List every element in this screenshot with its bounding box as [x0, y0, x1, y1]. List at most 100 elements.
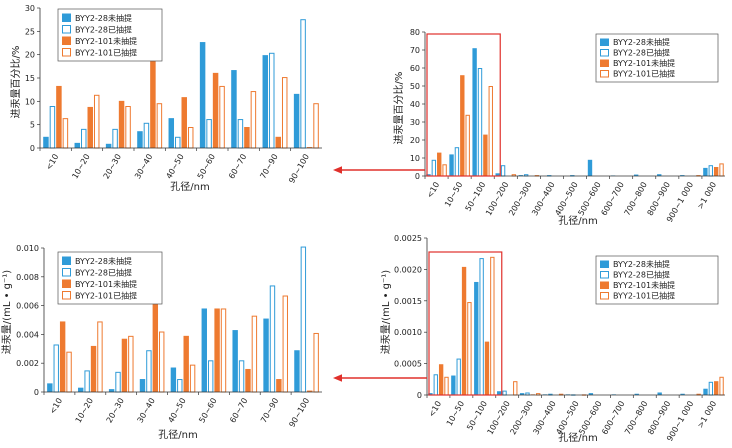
bar — [97, 321, 103, 393]
y-tick-label: 0.010 — [16, 244, 39, 253]
bar — [495, 173, 500, 176]
legend-box — [595, 33, 719, 83]
bar — [93, 94, 100, 149]
bar — [212, 72, 219, 148]
bar — [275, 136, 281, 148]
y-axis-label: 进汞量/(mL • g⁻¹) — [1, 270, 13, 354]
highlight-box — [428, 251, 503, 396]
legend-label: BYY2-28已抽提 — [75, 25, 132, 35]
bar — [199, 42, 206, 148]
bar — [703, 167, 708, 176]
bar — [245, 368, 251, 392]
x-tick-label: 30~40 — [136, 397, 157, 425]
chart-3: <10 10~20 20~30 30~40 40~50 50~60 60~70 70~90 90… — [1, 244, 322, 441]
legend-marker — [600, 260, 609, 268]
bar — [108, 389, 115, 392]
bar — [467, 302, 472, 396]
x-tick-label: 40~50 — [164, 153, 185, 181]
y-tick-label: 80 — [410, 28, 420, 37]
bar — [513, 381, 518, 396]
y-tick-label: 5 — [30, 121, 35, 130]
x-axis-label: 孔径/nm — [558, 431, 597, 444]
bar — [657, 174, 662, 176]
y-tick-label: 40 — [410, 100, 420, 109]
legend-box — [595, 255, 719, 305]
legend-marker — [62, 279, 71, 288]
bar — [74, 142, 81, 148]
legend-label: BYY2-28未抽提 — [613, 259, 670, 269]
legend-box — [57, 8, 163, 62]
y-tick-label: 0 — [417, 391, 422, 400]
bar — [708, 165, 713, 177]
bar — [708, 381, 714, 396]
bar — [66, 351, 72, 393]
bar — [137, 131, 143, 148]
legend-label: BYY2-101已抽提 — [613, 291, 675, 301]
x-tick-label: 50~100 — [465, 400, 489, 432]
bar — [518, 175, 523, 176]
bar — [49, 106, 56, 149]
bar — [497, 391, 502, 395]
y-tick-label: 0.004 — [16, 330, 39, 339]
legend-label: BYY2-28已抽提 — [613, 270, 670, 280]
bar — [437, 152, 442, 176]
chart-1: <10 10~20 20~30 30~40 40~50 50~60 60~70 70~90 90… — [10, 4, 322, 193]
x-tick-label: 100~200 — [484, 181, 510, 218]
y-tick-label: 20 — [410, 136, 420, 145]
bar — [237, 119, 244, 149]
chart-4: <10 10~50 50~100100~200200~300300~400400~5… — [380, 234, 725, 444]
y-tick-label: 60 — [410, 64, 420, 73]
x-tick-label: <10 — [425, 181, 441, 200]
y-tick-label: 70 — [410, 46, 420, 55]
bar — [634, 393, 639, 395]
bar — [502, 390, 507, 396]
legend: BYY2-28未抽提BYY2-28已抽提BYY2-101未抽提BYY2-101已… — [595, 33, 719, 83]
y-tick-label: 0.006 — [16, 302, 39, 311]
y-tick-label: 0.0020 — [394, 265, 422, 274]
x-axis-label: 孔径/nm — [558, 214, 597, 227]
x-tick-label: 500~600 — [576, 181, 602, 218]
x-tick-label: 30~40 — [133, 153, 154, 181]
red-arrow — [333, 166, 425, 174]
x-tick-label: 600~700 — [599, 181, 625, 218]
highlight-box — [426, 33, 501, 177]
y-tick-label: 0.0005 — [394, 360, 422, 369]
x-tick-label: <10 — [48, 397, 64, 416]
legend-marker — [600, 49, 609, 57]
bar — [90, 345, 97, 392]
legend-marker — [600, 292, 609, 300]
x-tick-label: <10 — [427, 400, 443, 419]
legend-marker — [600, 271, 609, 279]
x-tick-label: 10~20 — [74, 397, 95, 425]
bar — [484, 341, 490, 395]
bar — [43, 136, 49, 148]
y-tick-label: 0 — [415, 172, 420, 181]
bar — [294, 350, 300, 392]
bar — [282, 295, 288, 393]
legend: BYY2-28未抽提BYY2-28已抽提BYY2-101未抽提BYY2-101已… — [57, 8, 163, 62]
bar — [206, 119, 212, 149]
bar — [220, 308, 227, 393]
bar — [479, 258, 484, 396]
bar — [53, 344, 59, 393]
y-tick-label: 25 — [25, 27, 35, 36]
x-tick-label: 50~60 — [197, 397, 218, 425]
legend-label: BYY2-101已抽提 — [613, 69, 675, 79]
bar — [231, 70, 237, 148]
bar — [426, 174, 431, 176]
bar — [587, 159, 593, 176]
x-tick-label: 200~300 — [507, 181, 533, 218]
bar — [313, 332, 319, 393]
bar — [313, 103, 319, 149]
legend-label: BYY2-101未抽提 — [613, 280, 675, 290]
bar — [519, 393, 525, 395]
bar — [588, 393, 594, 395]
x-tick-label: 40~50 — [166, 397, 187, 425]
bar — [207, 360, 214, 393]
bar — [159, 331, 165, 393]
legend-label: BYY2-101已抽提 — [75, 291, 137, 301]
bar — [281, 77, 288, 149]
x-tick-label: 50~60 — [196, 153, 217, 181]
bar — [719, 376, 724, 396]
bar — [187, 127, 194, 149]
